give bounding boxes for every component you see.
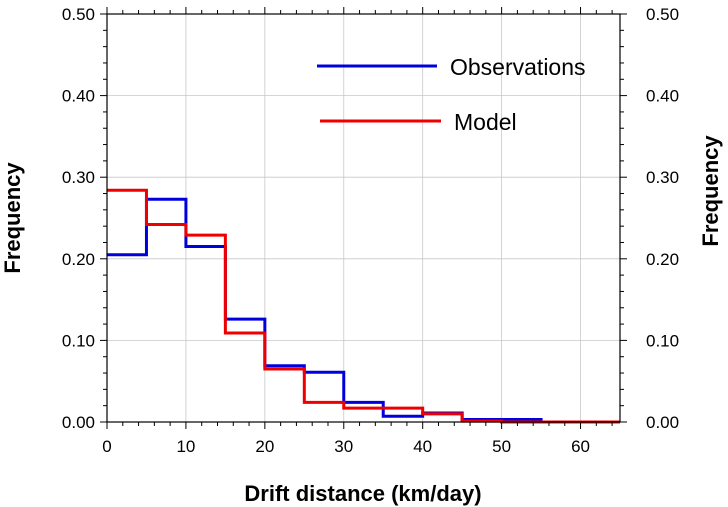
y-tick-label-right: 0.00 xyxy=(646,413,679,432)
series-line-observations xyxy=(107,197,620,424)
plot-frame xyxy=(106,13,621,423)
y-axis-title-right: Frequency xyxy=(698,135,723,247)
y-tick-label-left: 0.00 xyxy=(62,413,95,432)
series-layer xyxy=(107,188,620,424)
y-tick-label-left: 0.50 xyxy=(62,5,95,24)
legend-label-model: Model xyxy=(454,109,517,135)
x-tick-label: 10 xyxy=(176,437,195,456)
x-tick-label: 20 xyxy=(255,437,274,456)
x-tick-label: 50 xyxy=(492,437,511,456)
x-tick-label: 0 xyxy=(102,437,111,456)
tick-labels: 0 10 20 30 40 50 60 0.00 0.00 0.10 0.10 0.20 0.20 0.3… xyxy=(62,5,679,456)
y-tick-label-left: 0.20 xyxy=(62,250,95,269)
x-axis-title: Drift distance (km/day) xyxy=(244,481,481,506)
y-tick-label-right: 0.10 xyxy=(646,331,679,350)
y-tick-label-left: 0.30 xyxy=(62,168,95,187)
legend: Observations Model xyxy=(317,54,586,135)
y-tick-label-right: 0.20 xyxy=(646,250,679,269)
y-tick-label-right: 0.30 xyxy=(646,168,679,187)
legend-label-observations: Observations xyxy=(450,54,586,80)
y-tick-label-right: 0.50 xyxy=(646,5,679,24)
x-tick-label: 40 xyxy=(413,437,432,456)
axis-ticks xyxy=(100,7,627,429)
y-tick-label-left: 0.10 xyxy=(62,331,95,350)
y-tick-label-right: 0.40 xyxy=(646,87,679,106)
series-line-model xyxy=(107,188,620,424)
grid-lines xyxy=(107,14,620,422)
x-tick-label: 30 xyxy=(334,437,353,456)
x-tick-label: 60 xyxy=(571,437,590,456)
plot-border xyxy=(106,13,621,423)
y-tick-label-left: 0.40 xyxy=(62,87,95,106)
y-axis-title-left: Frequency xyxy=(0,162,25,274)
